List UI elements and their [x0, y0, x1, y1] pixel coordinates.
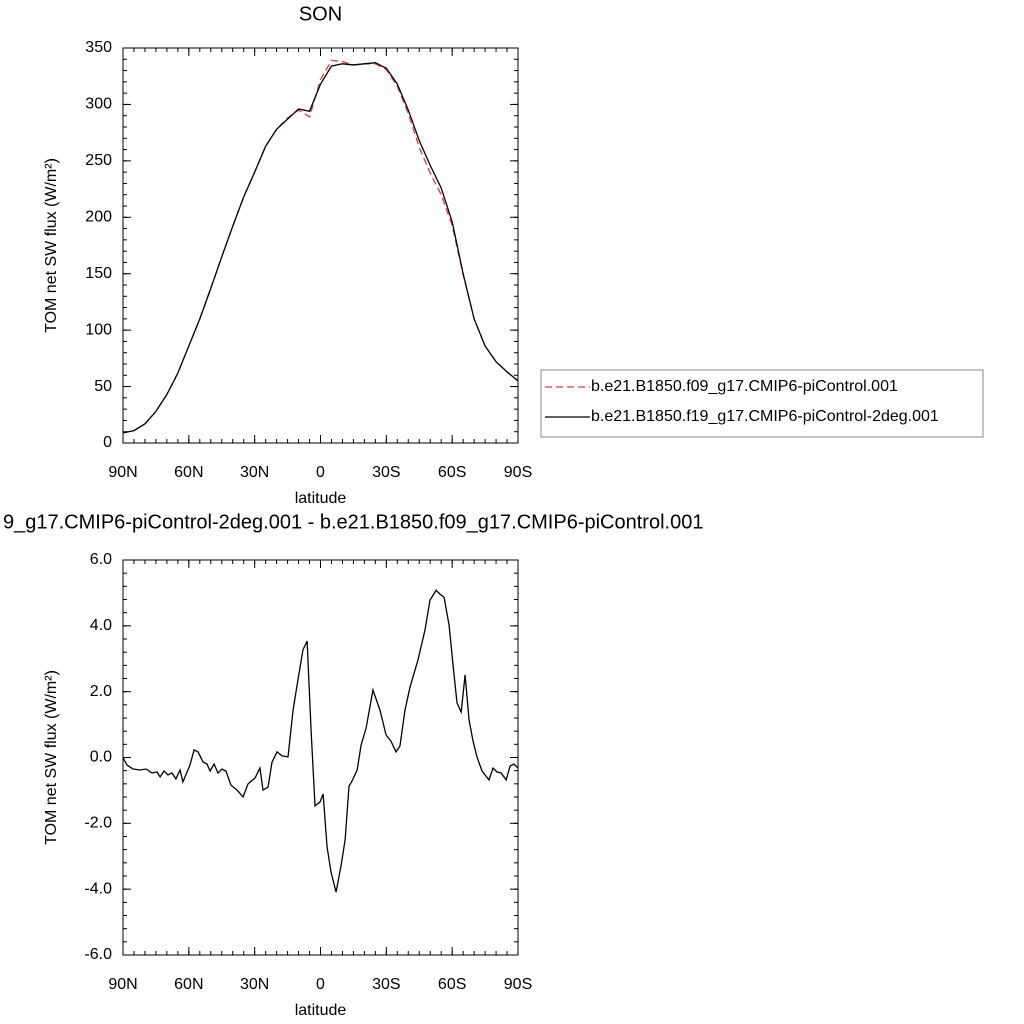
y-tick-label: 4.0 [90, 617, 112, 634]
data-line [122, 59, 519, 434]
y-tick-label: 2.0 [90, 683, 112, 700]
plot-frame [122, 47, 519, 444]
y-axis-label: TOM net SW flux (W/m²) [43, 670, 60, 845]
y-tick-label: 300 [85, 96, 112, 113]
legend-box [540, 369, 984, 438]
x-tick-label: 60S [438, 976, 466, 993]
x-tick-label: 90N [108, 976, 137, 993]
x-tick-label: 60N [174, 976, 203, 993]
y-tick-label: -2.0 [84, 815, 112, 832]
y-tick-label: 200 [85, 209, 112, 226]
x-tick-label: 60S [438, 464, 466, 481]
y-tick-label: 100 [85, 321, 112, 338]
x-axis-label: latitude [295, 490, 347, 507]
x-tick-label: 0 [316, 976, 325, 993]
y-tick-label: -4.0 [84, 880, 112, 897]
x-tick-label: 60N [174, 464, 203, 481]
y-tick-label: 250 [85, 152, 112, 169]
x-tick-label: 90S [504, 464, 532, 481]
y-tick-label: 50 [94, 378, 112, 395]
legend-label: b.e21.B1850.f09_g17.CMIP6-piControl.001 [591, 378, 898, 395]
y-tick-label: 6.0 [90, 551, 112, 568]
chart-title: 9_g17.CMIP6-piControl-2deg.001 - b.e21.B… [3, 511, 703, 533]
plot-frame [122, 559, 519, 956]
x-tick-label: 30N [240, 976, 269, 993]
legend: b.e21.B1850.f09_g17.CMIP6-piControl.001b… [540, 369, 984, 438]
data-line [122, 62, 519, 434]
chart-title: SON [299, 3, 342, 25]
x-tick-label: 90S [504, 976, 532, 993]
data-line [122, 589, 519, 893]
x-tick-label: 30S [372, 464, 400, 481]
y-tick-label: 150 [85, 265, 112, 282]
y-tick-label: 0 [103, 434, 112, 451]
y-tick-label: -6.0 [84, 946, 112, 963]
y-axis-label: TOM net SW flux (W/m²) [43, 158, 60, 333]
x-tick-label: 30S [372, 976, 400, 993]
y-tick-label: 350 [85, 39, 112, 56]
x-axis-label: latitude [295, 1002, 347, 1019]
x-tick-label: 90N [108, 464, 137, 481]
x-tick-label: 30N [240, 464, 269, 481]
legend-label: b.e21.B1850.f19_g17.CMIP6-piControl-2deg… [591, 408, 939, 425]
x-tick-label: 0 [316, 464, 325, 481]
y-tick-label: 0.0 [90, 749, 112, 766]
